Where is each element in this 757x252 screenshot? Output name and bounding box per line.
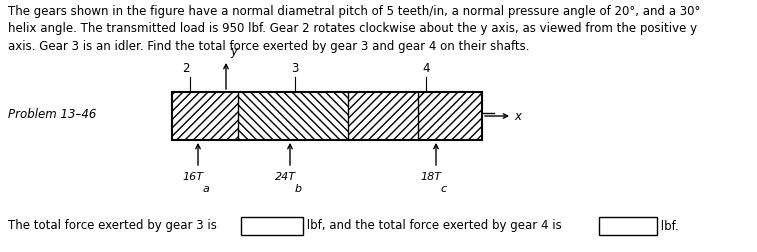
Bar [172, 92, 482, 140]
Bar [600, 217, 657, 235]
Bar [238, 92, 348, 140]
Text: lbf, and the total force exerted by gear 4 is: lbf, and the total force exerted by gear… [303, 219, 565, 233]
Text: 4: 4 [422, 62, 430, 75]
Text: The gears shown in the figure have a normal diametral pitch of 5 teeth/in, a nor: The gears shown in the figure have a nor… [8, 5, 700, 53]
Text: lbf.: lbf. [657, 219, 679, 233]
Text: 16T: 16T [182, 172, 204, 182]
Text: 2: 2 [182, 62, 190, 75]
Text: c: c [441, 184, 447, 194]
Bar [241, 217, 303, 235]
Text: b: b [294, 184, 301, 194]
Text: The total force exerted by gear 3 is: The total force exerted by gear 3 is [8, 219, 220, 233]
Bar [418, 92, 482, 140]
Text: Problem 13–46: Problem 13–46 [8, 108, 96, 120]
Text: a: a [203, 184, 210, 194]
Text: x: x [514, 110, 521, 122]
Text: 3: 3 [291, 62, 299, 75]
Bar [348, 92, 418, 140]
Text: 18T: 18T [420, 172, 441, 182]
Text: y: y [230, 45, 237, 58]
Bar [172, 92, 238, 140]
Text: 24T: 24T [275, 172, 295, 182]
